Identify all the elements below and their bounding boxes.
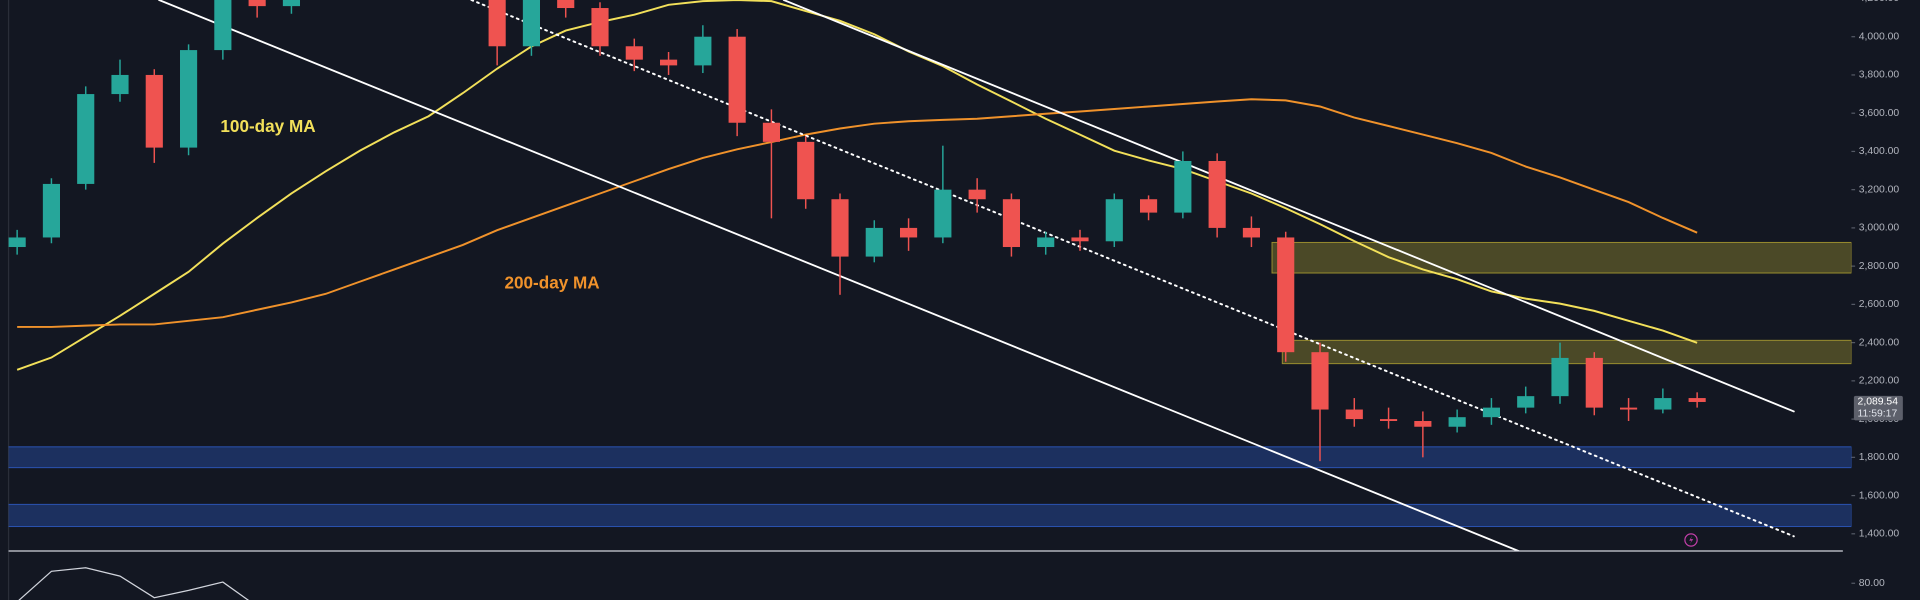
- zone: [1271, 241, 1852, 274]
- candle-body: [1551, 357, 1569, 397]
- candle-body: [865, 227, 883, 257]
- y-tick-label: 3,600.00: [1859, 108, 1900, 119]
- candle-body: [934, 189, 952, 238]
- candle-body: [557, 0, 575, 9]
- candle-body: [694, 36, 712, 66]
- candle-body: [762, 122, 780, 142]
- candle-body: [522, 0, 540, 47]
- candle-body: [1277, 237, 1295, 353]
- candle-body: [1174, 160, 1192, 213]
- candle-body: [1242, 227, 1260, 238]
- candle-body: [1517, 396, 1535, 408]
- candle-body: [660, 59, 678, 66]
- zone: [8, 503, 1852, 528]
- y-tick-label: 3,000.00: [1859, 223, 1900, 234]
- candle-body: [1482, 407, 1500, 418]
- y-tick-label: 3,400.00: [1859, 146, 1900, 157]
- moving-average: [16, 0, 1698, 371]
- candle-body: [1688, 398, 1706, 402]
- candle-body: [77, 94, 95, 184]
- y-tick-label: 1,600.00: [1859, 490, 1900, 501]
- candle-body: [1345, 409, 1363, 420]
- y-tick-label: 2,200.00: [1859, 376, 1900, 387]
- candle-body: [1414, 421, 1432, 427]
- last-price-tag: [1853, 395, 1903, 421]
- alert-icon: [1684, 533, 1698, 547]
- candle-body: [282, 0, 300, 7]
- candle-body: [145, 74, 163, 148]
- y-tick-label: 3,800.00: [1859, 70, 1900, 81]
- ma-annotation: 200-day MA: [504, 273, 599, 293]
- trendline: [158, 0, 1520, 552]
- candle-body: [1140, 199, 1158, 213]
- candle-body: [1208, 160, 1226, 228]
- candle-body: [8, 237, 26, 248]
- indicator-pane: [18, 567, 250, 600]
- candle-body: [591, 8, 609, 47]
- candle-body: [728, 36, 746, 123]
- y-tick-label: 2,600.00: [1859, 299, 1900, 310]
- y-tick-label: 2,400.00: [1859, 337, 1900, 348]
- candle-body: [1585, 357, 1603, 408]
- candle-body: [900, 227, 918, 238]
- candle-body: [1071, 237, 1089, 242]
- candle-body: [488, 0, 506, 47]
- candle-body: [1037, 237, 1055, 248]
- last-price-label: 2,089.54: [1858, 397, 1899, 408]
- candle-body: [248, 0, 266, 7]
- candle-body: [1311, 352, 1329, 410]
- price-pane: [8, 0, 1852, 552]
- indicator-line: [18, 567, 250, 600]
- candle-body: [1002, 199, 1020, 248]
- price-axis: 1,400.001,600.001,800.002,000.002,200.00…: [1851, 0, 1903, 589]
- zone: [8, 446, 1852, 469]
- ma-annotation: 100-day MA: [220, 116, 315, 136]
- candle-body: [214, 0, 232, 51]
- trendline: [470, 0, 1795, 538]
- candle-body: [42, 183, 60, 238]
- candle-body: [1105, 199, 1123, 242]
- candle-body: [1448, 417, 1466, 427]
- y-tick-label: 3,200.00: [1859, 184, 1900, 195]
- y-tick-label: 4,200.00: [1859, 0, 1900, 4]
- candle-body: [1380, 419, 1398, 422]
- trendline: [782, 0, 1795, 413]
- candle-body: [1620, 407, 1638, 410]
- y-tick-label: 4,000.00: [1859, 31, 1900, 42]
- y-tick-label: 2,800.00: [1859, 261, 1900, 272]
- candle-body: [831, 199, 849, 257]
- countdown-label: 11:59:17: [1858, 408, 1898, 419]
- candle-body: [797, 141, 815, 200]
- candle-body: [111, 74, 129, 95]
- candle-body: [968, 189, 986, 200]
- moving-average: [17, 98, 1698, 328]
- y-tick-label: 1,400.00: [1859, 529, 1900, 540]
- candle-body: [1654, 398, 1672, 410]
- y-tick-label: 80.00: [1859, 578, 1885, 589]
- candle-body: [625, 46, 643, 60]
- y-tick-label: 1,800.00: [1859, 452, 1900, 463]
- candle-body: [180, 50, 198, 148]
